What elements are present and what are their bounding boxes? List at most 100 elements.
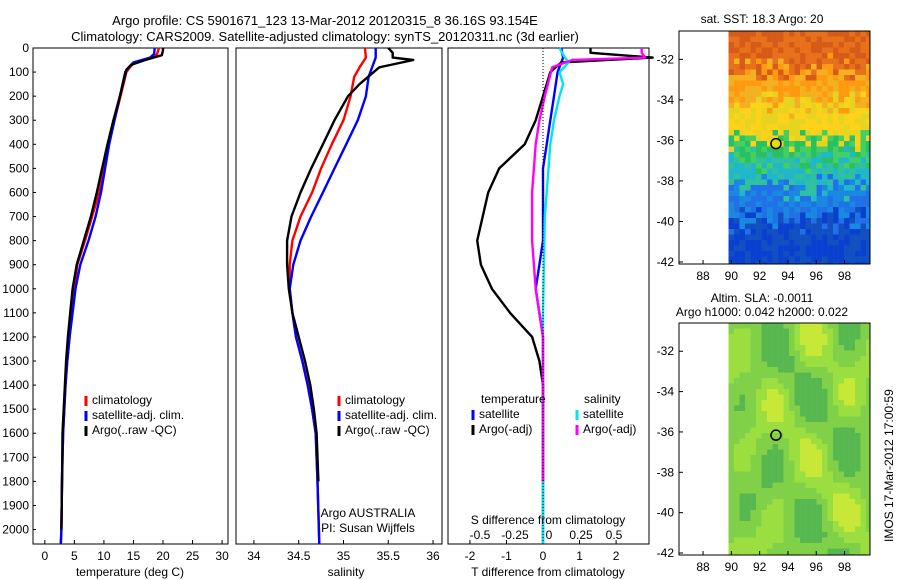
map-cell bbox=[800, 510, 806, 516]
map-cell bbox=[827, 361, 834, 367]
map-cell bbox=[767, 389, 773, 395]
map-cell bbox=[800, 229, 806, 235]
map-cell bbox=[728, 455, 735, 461]
map-cell bbox=[789, 245, 795, 251]
map-cell bbox=[728, 350, 735, 356]
temperature-xtick-label: 10 bbox=[97, 549, 111, 563]
map-cell bbox=[811, 532, 817, 538]
map-cell bbox=[756, 466, 762, 472]
map-cell bbox=[800, 548, 806, 554]
map-cell bbox=[838, 130, 845, 136]
map-cell bbox=[822, 471, 828, 477]
map-cell bbox=[811, 102, 817, 108]
map-cell bbox=[811, 185, 817, 191]
map-cell bbox=[822, 499, 828, 505]
map-cell bbox=[756, 256, 762, 262]
map-cell bbox=[844, 383, 850, 389]
map-cell bbox=[844, 339, 850, 345]
map-cell bbox=[756, 97, 762, 103]
map-cell bbox=[728, 493, 735, 499]
map-cell bbox=[860, 367, 867, 373]
map-cell bbox=[816, 383, 823, 389]
map-cell bbox=[860, 256, 867, 262]
map-cell bbox=[822, 532, 828, 538]
map-cell bbox=[860, 42, 867, 48]
map-cell bbox=[783, 449, 790, 455]
map-cell bbox=[860, 323, 867, 329]
map-cell bbox=[849, 229, 856, 235]
map-cell bbox=[800, 543, 806, 549]
map-cell bbox=[811, 510, 817, 516]
map-cell bbox=[739, 229, 746, 235]
map-cell bbox=[772, 323, 779, 329]
map-cell bbox=[767, 229, 773, 235]
map-cell bbox=[805, 86, 812, 92]
map-cell bbox=[745, 135, 751, 141]
map-cell bbox=[860, 251, 867, 257]
map-cell bbox=[767, 251, 773, 257]
map-cell bbox=[833, 521, 839, 527]
map-cell bbox=[756, 157, 762, 163]
map-cell bbox=[750, 31, 757, 37]
map-cell bbox=[816, 80, 823, 86]
map-cell bbox=[761, 422, 768, 428]
map-cell bbox=[838, 323, 845, 329]
map-cell bbox=[756, 130, 762, 136]
map-cell bbox=[844, 515, 850, 521]
map-cell bbox=[816, 488, 823, 494]
map-cell bbox=[816, 515, 823, 521]
sal-legend-label: satellite-adj. clim. bbox=[345, 408, 437, 422]
map-cell bbox=[761, 174, 768, 180]
map-cell bbox=[728, 482, 735, 488]
map-cell bbox=[827, 488, 834, 494]
map-cell bbox=[772, 102, 779, 108]
map-cell bbox=[761, 97, 768, 103]
map-cell bbox=[778, 466, 784, 472]
map-ytick-label: -36 bbox=[657, 425, 675, 439]
map-cell bbox=[866, 108, 870, 114]
map-cell bbox=[827, 504, 834, 510]
map-cell bbox=[844, 427, 850, 433]
map-cell bbox=[800, 256, 806, 262]
map-cell bbox=[844, 537, 850, 543]
map-cell bbox=[811, 378, 817, 384]
map-cell bbox=[805, 444, 812, 450]
map-cell bbox=[805, 174, 812, 180]
map-cell bbox=[789, 389, 795, 395]
map-cell bbox=[800, 334, 806, 340]
map-cell bbox=[805, 411, 812, 417]
map-xtick-label: 98 bbox=[838, 269, 852, 283]
map-cell bbox=[822, 196, 828, 202]
map-cell bbox=[811, 80, 817, 86]
map-cell bbox=[750, 212, 757, 218]
map-cell bbox=[860, 58, 867, 64]
map-cell bbox=[849, 47, 856, 53]
map-cell bbox=[811, 394, 817, 400]
map-cell bbox=[833, 526, 839, 532]
map-cell bbox=[772, 400, 779, 406]
map-cell bbox=[855, 433, 861, 439]
map-cell bbox=[838, 234, 845, 240]
map-cell bbox=[811, 223, 817, 229]
map-cell bbox=[822, 58, 828, 64]
map-cell bbox=[822, 218, 828, 224]
salinity-series-2 bbox=[285, 47, 415, 482]
map-cell bbox=[838, 510, 845, 516]
map-cell bbox=[728, 367, 735, 373]
map-ytick-label: -42 bbox=[657, 546, 675, 560]
map-cell bbox=[860, 229, 867, 235]
map-cell bbox=[800, 146, 806, 152]
map-cell bbox=[822, 157, 828, 163]
map-cell bbox=[761, 124, 768, 130]
map-cell bbox=[761, 196, 768, 202]
map-cell bbox=[778, 510, 784, 516]
map-cell bbox=[756, 345, 762, 351]
map-cell bbox=[822, 185, 828, 191]
map-cell bbox=[822, 433, 828, 439]
map-cell bbox=[750, 207, 757, 213]
map-cell bbox=[767, 449, 773, 455]
map-cell bbox=[855, 168, 861, 174]
map-cell bbox=[816, 97, 823, 103]
map-cell bbox=[866, 69, 870, 75]
map-cell bbox=[745, 190, 751, 196]
